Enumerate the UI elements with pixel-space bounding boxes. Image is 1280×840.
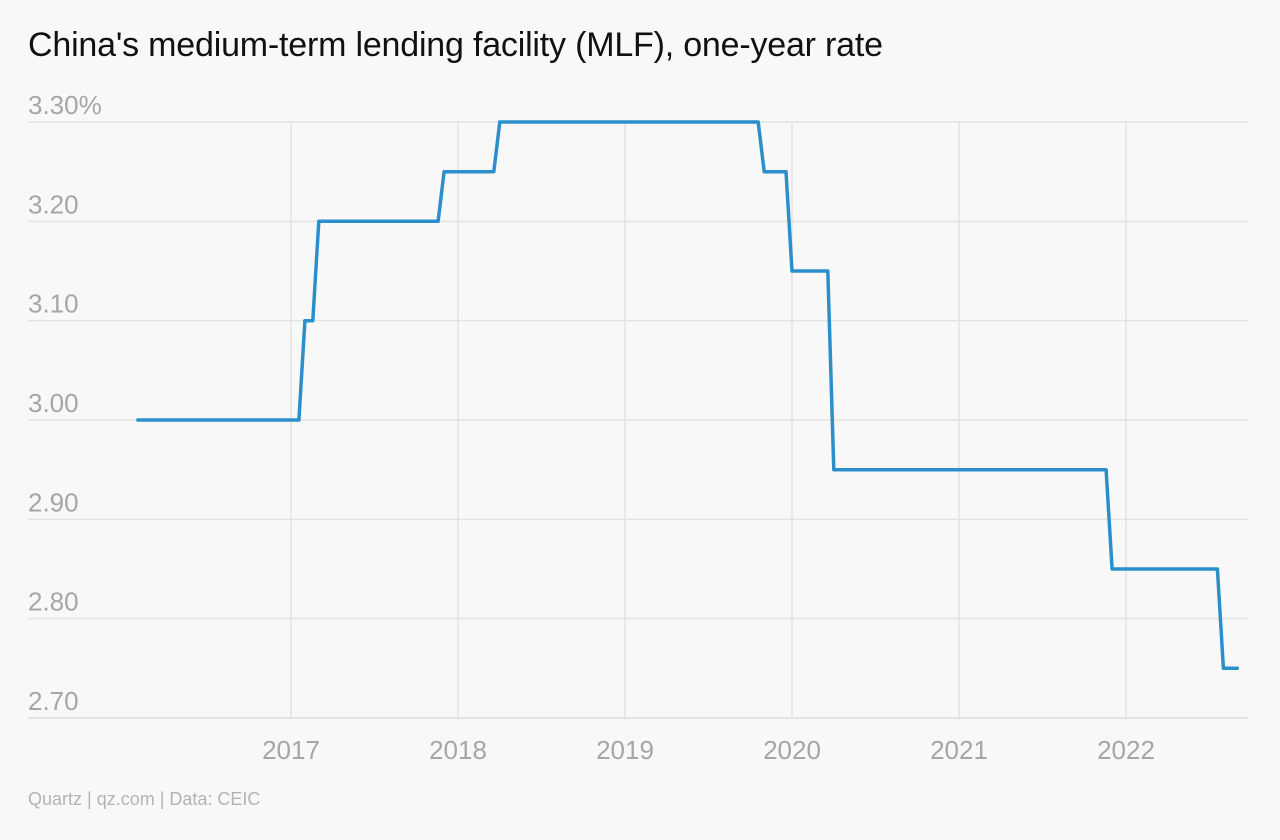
y-tick-label: 3.30%	[28, 90, 102, 120]
y-tick-label: 3.00	[28, 388, 79, 418]
x-tick-label: 2019	[596, 735, 654, 765]
chart-title: China's medium-term lending facility (ML…	[28, 26, 883, 64]
y-tick-label: 2.90	[28, 487, 79, 517]
y-tick-label: 2.70	[28, 686, 79, 716]
series-group	[136, 120, 1240, 671]
y-tick-label: 3.20	[28, 189, 79, 219]
x-tick-label: 2017	[262, 735, 320, 765]
y-tick-label: 2.80	[28, 587, 79, 617]
y-tick-label: 3.10	[28, 289, 79, 319]
x-tick-label: 2021	[930, 735, 988, 765]
x-tick-label: 2018	[429, 735, 487, 765]
x-tick-label: 2022	[1097, 735, 1155, 765]
y-gridlines	[28, 121, 1248, 719]
y-tick-labels: 3.30% 3.20 3.10 3.00 2.90 2.80 2.70	[28, 90, 102, 716]
x-tick-labels: 2017 2018 2019 2020 2021 2022	[262, 735, 1155, 765]
source-credit: Quartz | qz.com | Data: CEIC	[28, 789, 261, 809]
x-tick-label: 2020	[763, 735, 821, 765]
series-line	[136, 120, 1240, 671]
